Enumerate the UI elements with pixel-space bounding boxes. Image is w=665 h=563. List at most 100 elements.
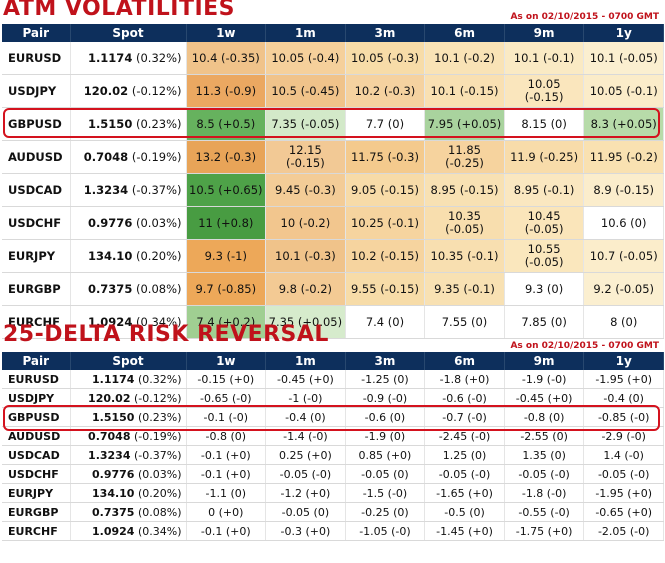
tenor-cell: 1.25 (0) [424, 445, 505, 465]
tenor-cell: -1.1 (0) [186, 483, 267, 503]
spot-value: 0.9776 [87, 215, 133, 230]
spot-value: 0.7048 [88, 429, 131, 443]
table-row: EURUSD 1.1174 (0.32%) 10.4 (-0.35) 10.05 (-… [2, 42, 664, 75]
column-header: 3m [345, 352, 426, 370]
spot-change: (0.08%) [135, 281, 182, 296]
tenor-cell: 9.55 (-0.15) [345, 272, 426, 306]
spot-value: 1.0924 [92, 524, 135, 538]
tenor-cell: 9.35 (-0.1) [424, 272, 505, 306]
spot-change: (0.32%) [135, 50, 182, 65]
pair-cell: EURCHF [2, 305, 71, 339]
table-row: EURGBP 0.7375 (0.08%) 0 (+0) -0.05 (0) -0.25… [2, 502, 664, 522]
pair-cell: USDCAD [2, 445, 71, 465]
pair-cell: USDCHF [2, 464, 71, 484]
pair-cell: EURJPY [2, 239, 71, 273]
tenor-cell: 9.7 (-0.85) [186, 272, 267, 306]
table-row: USDJPY 120.02 (-0.12%) -0.65 (-0) -1 (-0) -0… [2, 388, 664, 408]
tenor-cell: 10.1 (-0.3) [265, 239, 346, 273]
tenor-cell: 9.3 (-1) [186, 239, 267, 273]
spot-value: 1.0924 [87, 314, 133, 329]
tenor-cell: 0.85 (+0) [345, 445, 426, 465]
column-header: 1y [583, 352, 664, 370]
tenor-cell: 10.45 (-0.05) [504, 206, 585, 240]
tenor-cell: -0.85 (-0) [583, 407, 664, 427]
tenor-cell: 8.5 (+0.5) [186, 107, 267, 141]
tenor-cell: 10.1 (-0.15) [424, 74, 505, 108]
table-row: USDCAD 1.3234 (-0.37%) 10.5 (+0.65) 9.45 (-… [2, 173, 664, 207]
spot-change: (0.20%) [135, 248, 182, 263]
table-row: EURJPY 134.10 (0.20%) -1.1 (0) -1.2 (+0) -1.… [2, 483, 664, 503]
tenor-cell: -1.65 (+0) [424, 483, 505, 503]
tenor-cell: 10.35 (-0.05) [424, 206, 505, 240]
tenor-cell: -0.55 (-0) [504, 502, 585, 522]
tenor-cell: 10.5 (+0.65) [186, 173, 267, 207]
tenor-cell: 10 (-0.2) [265, 206, 346, 240]
rr-as-of: As on 02/10/2015 - 0700 GMT [510, 341, 659, 351]
spot-change: (-0.12%) [134, 391, 182, 405]
tenor-cell: -1.8 (+0) [424, 370, 505, 389]
pair-cell: USDCAD [2, 173, 71, 207]
tenor-cell: -0.4 (0) [583, 388, 664, 408]
spot-change: (-0.19%) [131, 149, 182, 164]
spot-value: 1.5150 [87, 116, 133, 131]
spot-value: 120.02 [83, 83, 129, 98]
atm-title: ATM VOLATILITIES [3, 0, 236, 21]
spot-cell: 0.7048 (-0.19%) [70, 140, 187, 174]
tenor-cell: 9.45 (-0.3) [265, 173, 346, 207]
spot-value: 1.5150 [92, 410, 135, 424]
tenor-cell: -1 (-0) [265, 388, 346, 408]
tenor-cell: -1.45 (+0) [424, 521, 505, 541]
tenor-cell: 9.8 (-0.2) [265, 272, 346, 306]
tenor-cell: -0.1 (-0) [186, 407, 267, 427]
tenor-cell: -0.1 (+0) [186, 464, 267, 484]
spot-cell: 120.02 (-0.12%) [70, 388, 187, 408]
tenor-cell: 9.3 (0) [504, 272, 585, 306]
tenor-cell: -0.05 (-0) [424, 464, 505, 484]
table-row: USDCHF 0.9776 (0.03%) -0.1 (+0) -0.05 (-0) -… [2, 464, 664, 484]
tenor-cell: 1.35 (0) [504, 445, 585, 465]
spot-change: (0.34%) [135, 314, 182, 329]
table-row: GBPUSD 1.5150 (0.23%) -0.1 (-0) -0.4 (0) -0.… [2, 407, 664, 427]
tenor-cell: 10.5 (-0.45) [265, 74, 346, 108]
spot-value: 134.10 [92, 486, 135, 500]
tenor-cell: -0.05 (0) [345, 464, 426, 484]
column-header: Spot [70, 24, 187, 42]
spot-change: (0.34%) [137, 524, 182, 538]
tenor-cell: 10.1 (-0.2) [424, 42, 505, 75]
column-header: 9m [504, 352, 585, 370]
spot-cell: 134.10 (0.20%) [70, 239, 187, 273]
column-header: 9m [504, 24, 585, 42]
tenor-cell: 10.55 (-0.05) [504, 239, 585, 273]
tenor-cell: -0.05 (-0) [265, 464, 346, 484]
tenor-cell: -1.5 (-0) [345, 483, 426, 503]
tenor-cell: -0.6 (-0) [424, 388, 505, 408]
pair-cell: AUDUSD [2, 426, 71, 446]
tenor-cell: -0.65 (+0) [583, 502, 664, 522]
spot-change: (-0.19%) [134, 429, 182, 443]
tenor-cell: 10.05 (-0.15) [504, 74, 585, 108]
column-header: 6m [424, 352, 505, 370]
spot-value: 0.7375 [92, 505, 135, 519]
table-row: AUDUSD 0.7048 (-0.19%) 13.2 (-0.3) 12.15 (-… [2, 140, 664, 174]
column-header: 1m [265, 352, 346, 370]
tenor-cell: 13.2 (-0.3) [186, 140, 267, 174]
tenor-cell: 10.05 (-0.1) [583, 74, 664, 108]
tenor-cell: 8 (0) [583, 305, 664, 339]
pair-cell: EURJPY [2, 483, 71, 503]
tenor-cell: 10.25 (-0.1) [345, 206, 426, 240]
tenor-cell: 10.05 (-0.3) [345, 42, 426, 75]
table-row: EURGBP 0.7375 (0.08%) 9.7 (-0.85) 9.8 (-0.2… [2, 272, 664, 306]
tenor-cell: -1.2 (+0) [265, 483, 346, 503]
pair-cell: EURUSD [2, 42, 71, 75]
table-row: USDCHF 0.9776 (0.03%) 11 (+0.8) 10 (-0.2) 10… [2, 206, 664, 240]
tenor-cell: 10.2 (-0.15) [345, 239, 426, 273]
spot-change: (0.03%) [137, 467, 182, 481]
tenor-cell: 10.7 (-0.05) [583, 239, 664, 273]
column-header: Spot [70, 352, 187, 370]
pair-cell: USDJPY [2, 74, 71, 108]
tenor-cell: -0.65 (-0) [186, 388, 267, 408]
spot-change: (0.20%) [137, 486, 182, 500]
tenor-cell: -1.25 (0) [345, 370, 426, 389]
tenor-cell: 0 (+0) [186, 502, 267, 522]
rr-header-row: Pair Spot 1w 1m 3m 6m 9m 1y [2, 352, 664, 370]
